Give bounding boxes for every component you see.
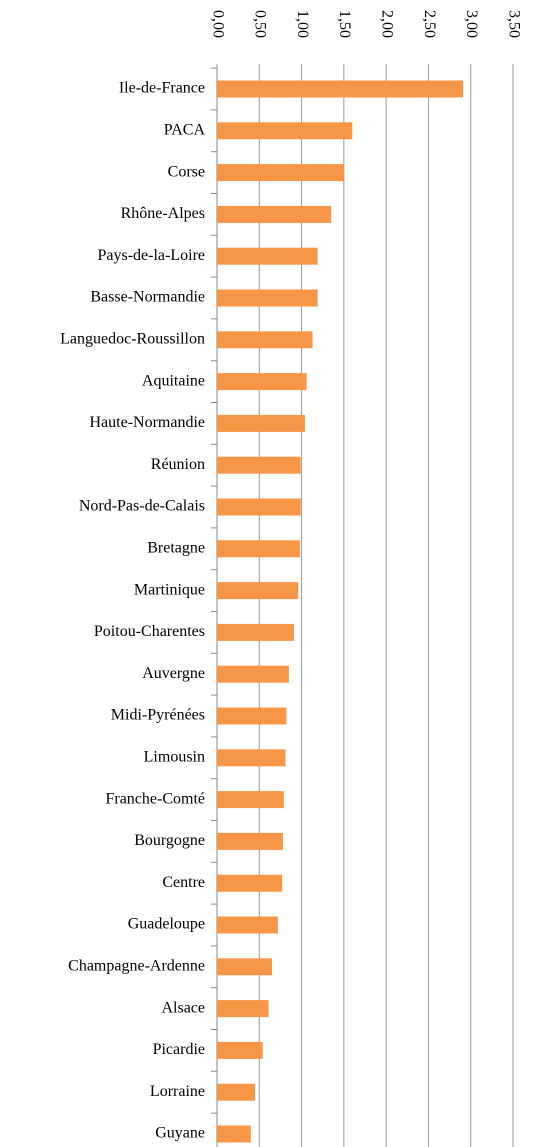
- x-tick-label: 3,00: [463, 10, 480, 38]
- bar: [217, 414, 305, 432]
- x-tick-label: 2,00: [378, 10, 395, 38]
- bar: [217, 1125, 251, 1143]
- y-tick-label: Franche-Comté: [105, 790, 205, 807]
- y-tick-label: Auvergne: [142, 665, 205, 682]
- y-tick-label: Guyane: [155, 1125, 205, 1142]
- bar: [217, 122, 353, 140]
- bar: [217, 205, 332, 223]
- bar: [217, 540, 300, 558]
- bar: [217, 1000, 269, 1018]
- bar: [217, 958, 272, 976]
- y-tick-label: Alsace: [161, 999, 205, 1016]
- y-tick-label: Limousin: [144, 748, 205, 765]
- x-tick-label: 1,50: [336, 10, 353, 38]
- bar: [217, 707, 287, 725]
- y-tick-label: Bourgogne: [134, 832, 205, 849]
- bar: [217, 456, 301, 474]
- y-tick-label: PACA: [164, 121, 206, 138]
- x-tick-label: 1,00: [294, 10, 311, 38]
- y-tick-label: Rhône-Alpes: [121, 205, 205, 222]
- bar: [217, 749, 286, 767]
- y-tick-label: Pays-de-la-Loire: [97, 247, 205, 264]
- x-tick-label: 0,00: [209, 10, 226, 38]
- bar: [217, 832, 283, 850]
- bar: [217, 582, 299, 600]
- y-tick-label: Nord-Pas-de-Calais: [79, 498, 205, 515]
- y-tick-label: Poitou-Charentes: [94, 623, 205, 640]
- y-tick-label: Aquitaine: [142, 372, 205, 389]
- bar: [217, 1041, 263, 1059]
- bar: [217, 373, 307, 391]
- x-tick-label: 2,50: [421, 10, 438, 38]
- bar: [217, 289, 318, 307]
- y-tick-label: Lorraine: [150, 1083, 205, 1100]
- bar: [217, 916, 278, 934]
- bar: [217, 623, 294, 641]
- y-tick-label: Centre: [162, 874, 205, 891]
- bar: [217, 247, 318, 265]
- bar: [217, 498, 301, 516]
- y-tick-label: Midi-Pyrénées: [111, 707, 205, 724]
- y-tick-label: Ile-de-France: [119, 80, 205, 97]
- y-tick-label: Corse: [168, 163, 205, 180]
- y-tick-label: Languedoc-Roussillon: [60, 330, 205, 347]
- bar: [217, 665, 289, 683]
- y-tick-label: Picardie: [153, 1041, 205, 1058]
- x-tick-label: 0,50: [252, 10, 269, 38]
- bar: [217, 331, 313, 349]
- x-tick-label: 3,50: [505, 10, 522, 38]
- y-tick-label: Bretagne: [147, 539, 205, 556]
- y-tick-label: Martinique: [134, 581, 205, 598]
- bar: [217, 164, 344, 182]
- bar: [217, 791, 284, 809]
- bar: [217, 80, 464, 98]
- y-tick-label: Haute-Normandie: [89, 414, 205, 431]
- y-tick-label: Guadeloupe: [128, 916, 205, 933]
- bar: [217, 1083, 256, 1101]
- y-tick-label: Basse-Normandie: [90, 289, 205, 306]
- y-tick-label: Réunion: [151, 456, 205, 473]
- bar: [217, 874, 283, 892]
- y-tick-label: Champagne-Ardenne: [68, 957, 205, 974]
